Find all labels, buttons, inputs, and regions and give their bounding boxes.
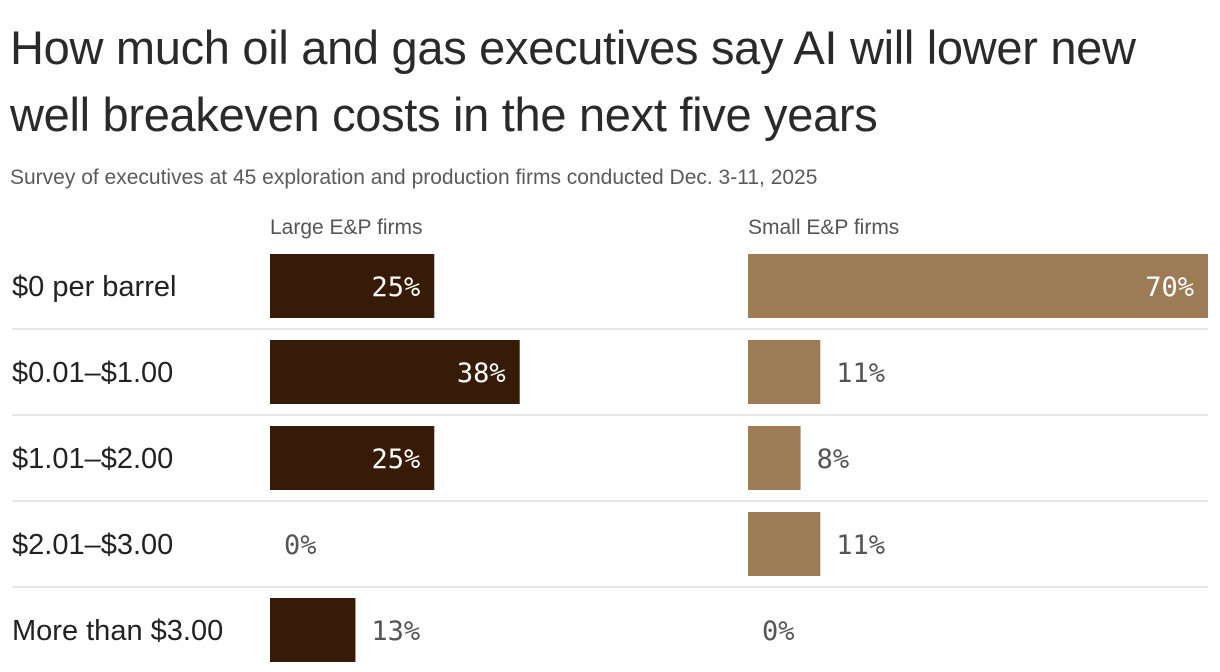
value-label-large: 38% — [457, 358, 506, 389]
bar-small — [748, 340, 821, 404]
panel-label-large: Large E&P firms — [270, 216, 423, 239]
chart-title: How much oil and gas executives say AI w… — [10, 21, 1136, 141]
value-label-large: 13% — [371, 616, 420, 647]
bar-large — [270, 340, 520, 404]
value-label-small: 11% — [836, 530, 885, 561]
panel-label-small: Small E&P firms — [748, 216, 900, 239]
bar-small — [748, 254, 1208, 318]
category-label: More than $3.00 — [12, 615, 223, 647]
bar-small — [748, 512, 821, 576]
bar-large — [270, 254, 435, 318]
chart-subtitle: Survey of executives at 45 exploration a… — [10, 166, 818, 189]
value-label-small: 8% — [817, 444, 850, 475]
value-label-small: 70% — [1145, 272, 1194, 303]
value-label-small: 0% — [762, 616, 795, 647]
value-label-large: 25% — [372, 444, 421, 475]
category-label: $0.01–$1.00 — [12, 357, 173, 389]
bar-large — [270, 426, 435, 490]
category-label: $2.01–$3.00 — [12, 529, 173, 561]
value-label-large: 25% — [372, 272, 421, 303]
bar-large — [270, 598, 356, 662]
bar-small — [748, 426, 801, 490]
value-label-small: 11% — [836, 358, 885, 389]
category-label: $0 per barrel — [12, 271, 176, 303]
category-label: $1.01–$2.00 — [12, 443, 173, 475]
value-label-large: 0% — [284, 530, 317, 561]
